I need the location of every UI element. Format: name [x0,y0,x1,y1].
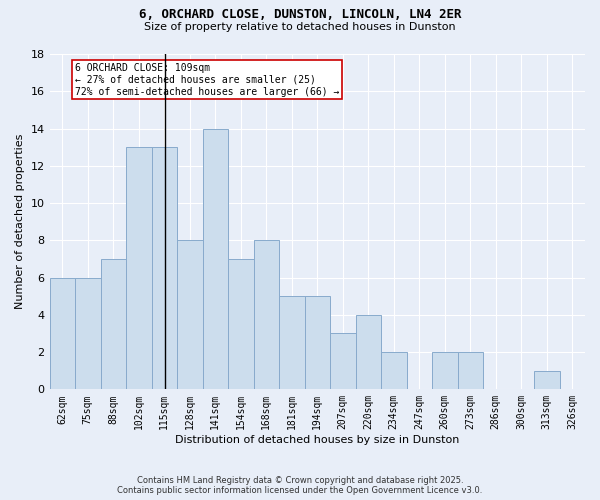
Bar [458,352,483,390]
Bar [254,240,279,390]
Text: Size of property relative to detached houses in Dunston: Size of property relative to detached ho… [144,22,456,32]
Bar [279,296,305,390]
Y-axis label: Number of detached properties: Number of detached properties [15,134,25,310]
Bar [152,147,177,390]
Bar [381,352,407,390]
Bar [330,334,356,390]
Text: Contains HM Land Registry data © Crown copyright and database right 2025.
Contai: Contains HM Land Registry data © Crown c… [118,476,482,495]
Bar [534,370,560,390]
Bar [75,278,101,390]
Bar [228,259,254,390]
Bar [305,296,330,390]
Bar [432,352,458,390]
X-axis label: Distribution of detached houses by size in Dunston: Distribution of detached houses by size … [175,435,460,445]
Text: 6 ORCHARD CLOSE: 109sqm
← 27% of detached houses are smaller (25)
72% of semi-de: 6 ORCHARD CLOSE: 109sqm ← 27% of detache… [75,64,340,96]
Text: 6, ORCHARD CLOSE, DUNSTON, LINCOLN, LN4 2ER: 6, ORCHARD CLOSE, DUNSTON, LINCOLN, LN4 … [139,8,461,20]
Bar [356,315,381,390]
Bar [50,278,75,390]
Bar [101,259,126,390]
Bar [126,147,152,390]
Bar [203,128,228,390]
Bar [177,240,203,390]
